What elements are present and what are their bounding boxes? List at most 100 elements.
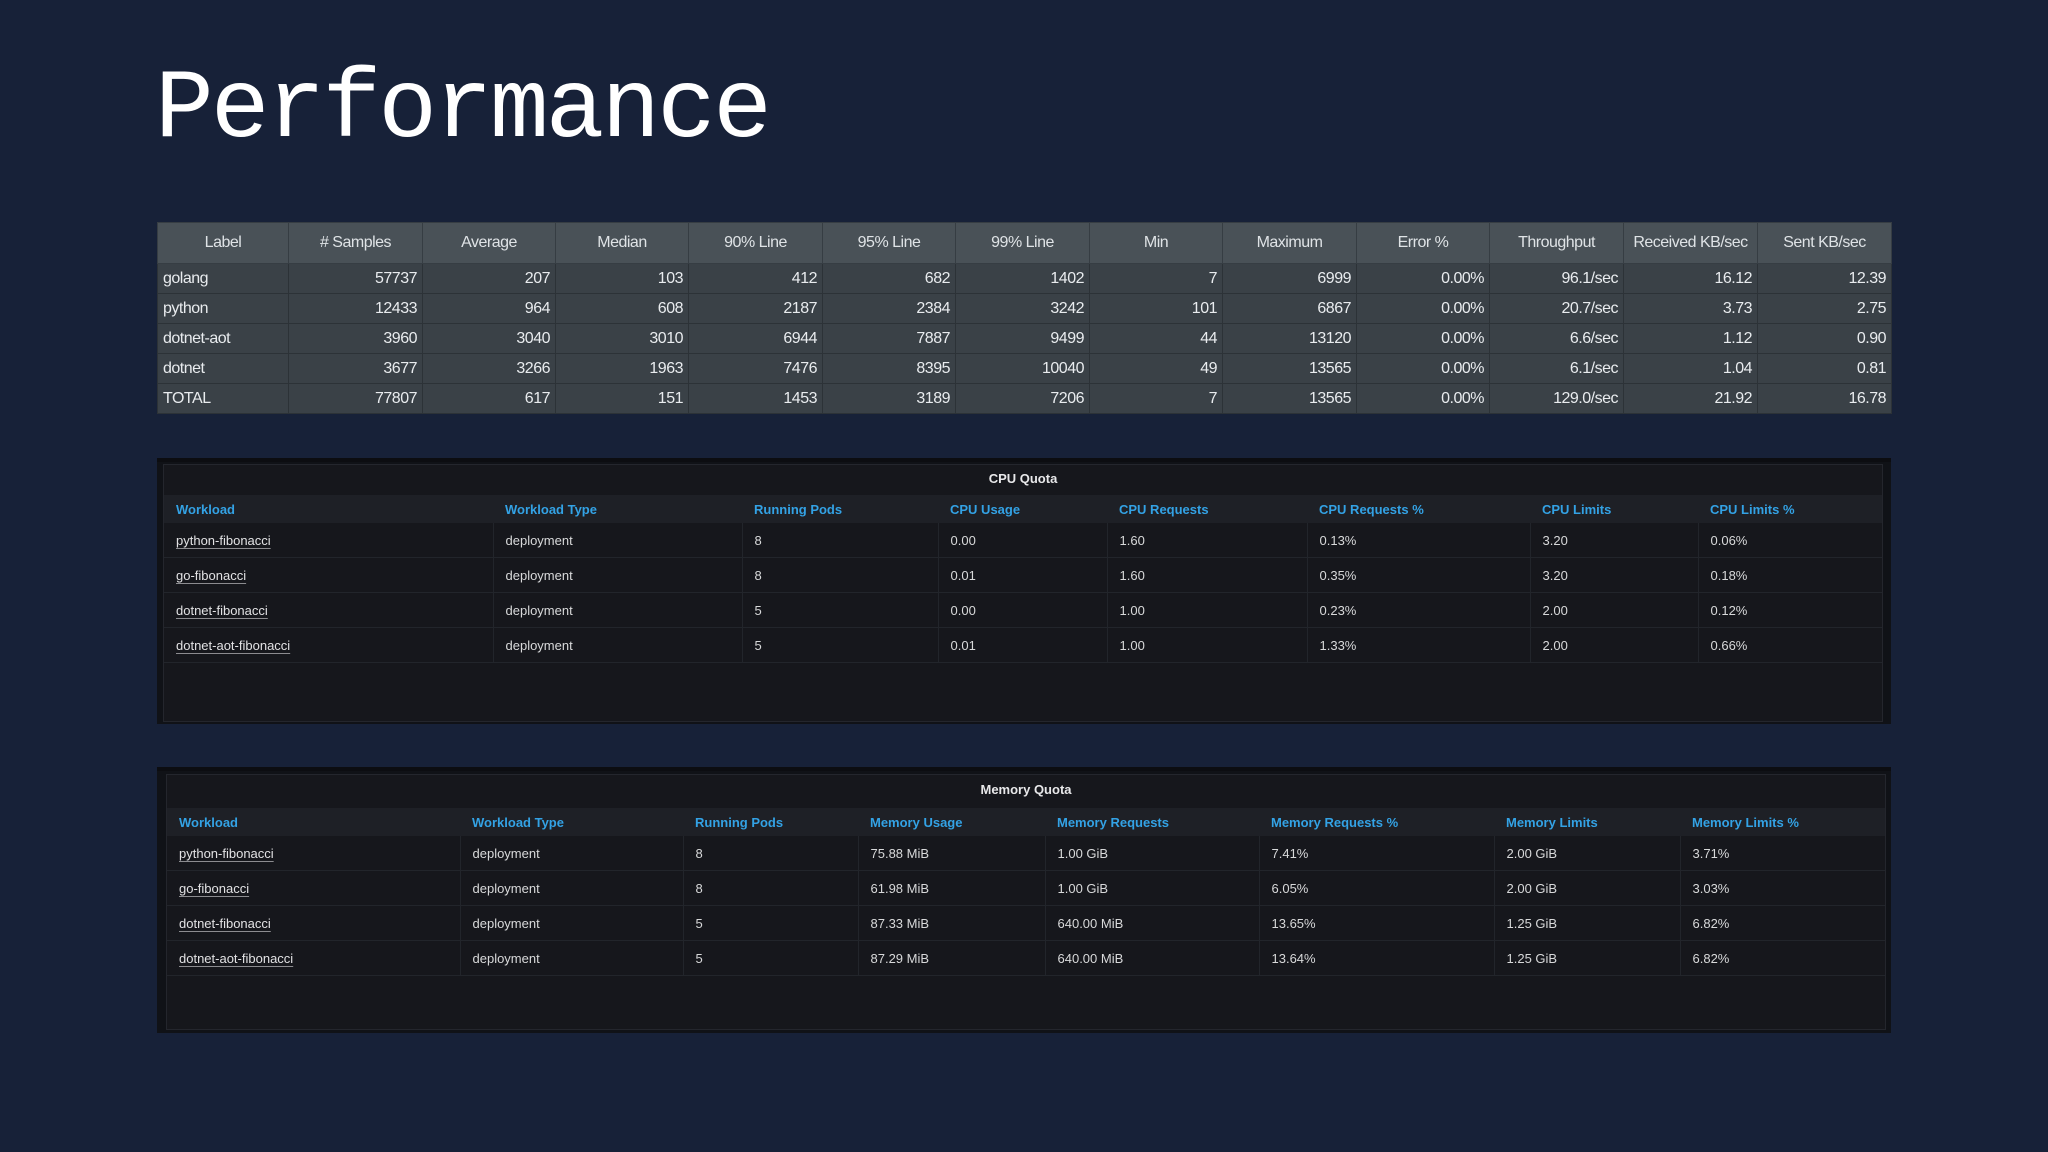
summary-cell-90pct-line: 6944	[689, 324, 823, 354]
summary-cell-maximum: 13565	[1223, 354, 1357, 384]
summary-col-maximum: Maximum	[1223, 223, 1357, 264]
summary-cell-90pct-line: 2187	[689, 294, 823, 324]
cpu-col-cpu-usage[interactable]: CPU Usage	[938, 495, 1107, 523]
cpu-cell-cpu-requests-pct: 1.33%	[1307, 628, 1530, 663]
cpu-cell-cpu-requests: 1.60	[1107, 523, 1307, 558]
memory-col-memory-requests-pct[interactable]: Memory Requests %	[1259, 808, 1494, 836]
summary-cell-min: 7	[1090, 384, 1223, 414]
cpu-col-workload-type[interactable]: Workload Type	[493, 495, 742, 523]
summary-cell-num-samples: 12433	[289, 294, 423, 324]
summary-cell-sent-kb-sec: 0.81	[1758, 354, 1892, 384]
memory-cell-running-pods: 5	[683, 941, 858, 976]
cpu-cell-cpu-requests: 1.00	[1107, 628, 1307, 663]
workload-link[interactable]: python-fibonacci	[176, 533, 271, 548]
memory-quota-table: Workload Workload Type Running Pods Memory …	[167, 808, 1885, 976]
summary-cell-sent-kb-sec: 12.39	[1758, 264, 1892, 294]
page-title: Performance	[155, 52, 769, 170]
memory-cell-memory-limits: 1.25 GiB	[1494, 906, 1680, 941]
cpu-col-cpu-limits[interactable]: CPU Limits	[1530, 495, 1698, 523]
memory-col-memory-requests[interactable]: Memory Requests	[1045, 808, 1259, 836]
workload-link[interactable]: dotnet-fibonacci	[176, 603, 268, 618]
summary-row-golang: golang 57737 207 103 412 682 1402 7 6999 0.00% 96.…	[158, 264, 1892, 294]
summary-cell-median: 151	[556, 384, 689, 414]
summary-cell-average: 3040	[423, 324, 556, 354]
summary-cell-error-pct: 0.00%	[1357, 384, 1490, 414]
summary-row-total: TOTAL 77807 617 151 1453 3189 7206 7 13565 0.00% 1…	[158, 384, 1892, 414]
summary-cell-throughput: 96.1/sec	[1490, 264, 1624, 294]
memory-cell-memory-requests: 640.00 MiB	[1045, 906, 1259, 941]
summary-cell-median: 1963	[556, 354, 689, 384]
cpu-cell-cpu-limits: 2.00	[1530, 593, 1698, 628]
memory-col-memory-usage[interactable]: Memory Usage	[858, 808, 1045, 836]
table-row: go-fibonacci deployment 8 0.01 1.60 0.35% 3.20…	[164, 558, 1882, 593]
workload-link[interactable]: dotnet-aot-fibonacci	[179, 951, 293, 966]
cpu-col-cpu-limits-pct[interactable]: CPU Limits %	[1698, 495, 1882, 523]
summary-cell-label: golang	[158, 264, 289, 294]
memory-quota-title: Memory Quota	[167, 775, 1885, 808]
summary-row-dotnet-aot: dotnet-aot 3960 3040 3010 6944 7887 9499 44 1312…	[158, 324, 1892, 354]
cpu-cell-running-pods: 5	[742, 628, 938, 663]
memory-cell-running-pods: 5	[683, 906, 858, 941]
memory-cell-workload: go-fibonacci	[167, 871, 460, 906]
summary-cell-99pct-line: 3242	[956, 294, 1090, 324]
cpu-quota-title: CPU Quota	[164, 465, 1882, 495]
summary-cell-median: 3010	[556, 324, 689, 354]
summary-cell-num-samples: 3960	[289, 324, 423, 354]
cpu-cell-cpu-limits-pct: 0.66%	[1698, 628, 1882, 663]
summary-cell-received-kb-sec: 16.12	[1624, 264, 1758, 294]
summary-cell-error-pct: 0.00%	[1357, 324, 1490, 354]
memory-col-running-pods[interactable]: Running Pods	[683, 808, 858, 836]
workload-link[interactable]: dotnet-aot-fibonacci	[176, 638, 290, 653]
summary-col-label: Label	[158, 223, 289, 264]
cpu-col-workload[interactable]: Workload	[164, 495, 493, 523]
summary-row-python: python 12433 964 608 2187 2384 3242 101 6867 0.00…	[158, 294, 1892, 324]
table-row: go-fibonacci deployment 8 61.98 MiB 1.00 GiB…	[167, 871, 1885, 906]
memory-cell-memory-limits: 2.00 GiB	[1494, 871, 1680, 906]
summary-cell-99pct-line: 1402	[956, 264, 1090, 294]
cpu-cell-cpu-requests: 1.00	[1107, 593, 1307, 628]
summary-col-average: Average	[423, 223, 556, 264]
summary-cell-label: python	[158, 294, 289, 324]
workload-link[interactable]: python-fibonacci	[179, 846, 274, 861]
cpu-col-cpu-requests[interactable]: CPU Requests	[1107, 495, 1307, 523]
summary-cell-error-pct: 0.00%	[1357, 264, 1490, 294]
summary-cell-95pct-line: 2384	[823, 294, 956, 324]
workload-link[interactable]: go-fibonacci	[176, 568, 246, 583]
cpu-cell-cpu-usage: 0.00	[938, 593, 1107, 628]
memory-col-memory-limits-pct[interactable]: Memory Limits %	[1680, 808, 1885, 836]
summary-col-received-kb-sec: Received KB/sec	[1624, 223, 1758, 264]
summary-cell-average: 207	[423, 264, 556, 294]
cpu-col-running-pods[interactable]: Running Pods	[742, 495, 938, 523]
summary-cell-throughput: 129.0/sec	[1490, 384, 1624, 414]
workload-link[interactable]: dotnet-fibonacci	[179, 916, 271, 931]
summary-cell-median: 608	[556, 294, 689, 324]
cpu-col-cpu-requests-pct[interactable]: CPU Requests %	[1307, 495, 1530, 523]
memory-col-workload-type[interactable]: Workload Type	[460, 808, 683, 836]
summary-cell-95pct-line: 8395	[823, 354, 956, 384]
summary-cell-95pct-line: 3189	[823, 384, 956, 414]
summary-col-min: Min	[1090, 223, 1223, 264]
summary-cell-received-kb-sec: 1.04	[1624, 354, 1758, 384]
memory-cell-workload-type: deployment	[460, 836, 683, 871]
cpu-cell-cpu-requests-pct: 0.23%	[1307, 593, 1530, 628]
summary-cell-throughput: 6.1/sec	[1490, 354, 1624, 384]
summary-cell-99pct-line: 10040	[956, 354, 1090, 384]
memory-col-workload[interactable]: Workload	[167, 808, 460, 836]
summary-cell-throughput: 6.6/sec	[1490, 324, 1624, 354]
summary-cell-average: 617	[423, 384, 556, 414]
cpu-cell-cpu-limits: 3.20	[1530, 558, 1698, 593]
cpu-cell-cpu-usage: 0.01	[938, 558, 1107, 593]
summary-cell-maximum: 6867	[1223, 294, 1357, 324]
cpu-cell-cpu-requests-pct: 0.35%	[1307, 558, 1530, 593]
cpu-cell-cpu-limits: 2.00	[1530, 628, 1698, 663]
memory-quota-panel: Memory Quota Workload Workload Type Runnin…	[157, 767, 1891, 1033]
summary-cell-min: 49	[1090, 354, 1223, 384]
cpu-cell-cpu-limits-pct: 0.06%	[1698, 523, 1882, 558]
summary-cell-99pct-line: 9499	[956, 324, 1090, 354]
memory-cell-memory-requests-pct: 7.41%	[1259, 836, 1494, 871]
summary-cell-min: 101	[1090, 294, 1223, 324]
memory-cell-memory-usage: 87.29 MiB	[858, 941, 1045, 976]
memory-cell-memory-limits-pct: 3.03%	[1680, 871, 1885, 906]
workload-link[interactable]: go-fibonacci	[179, 881, 249, 896]
memory-col-memory-limits[interactable]: Memory Limits	[1494, 808, 1680, 836]
